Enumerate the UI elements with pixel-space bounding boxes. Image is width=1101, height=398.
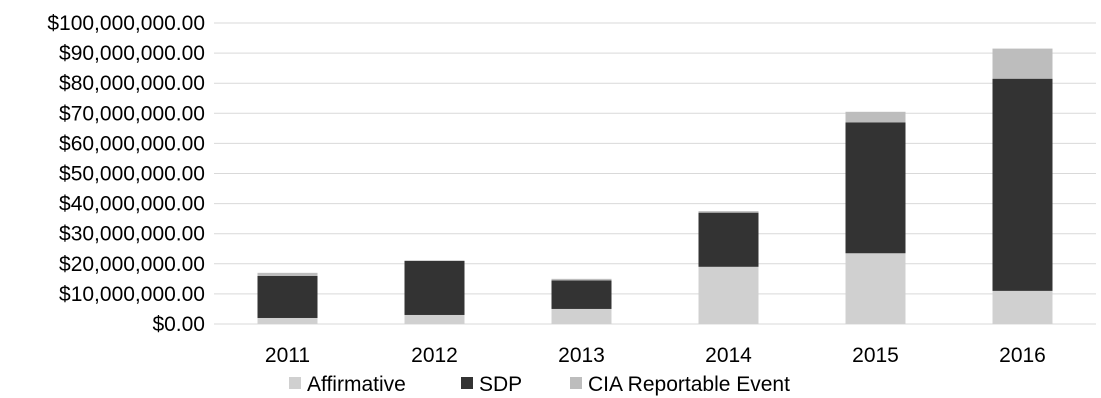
bar-segment-affirmative-2013 — [551, 308, 612, 324]
bar-segment-sdp-2011 — [257, 275, 318, 318]
bar-segment-affirmative-2015 — [845, 253, 906, 324]
y-tick-label: $20,000,000.00 — [59, 253, 205, 276]
bar-segment-sdp-2014 — [698, 212, 759, 267]
bars — [257, 48, 1053, 324]
bar-segment-sdp-2012 — [404, 260, 465, 315]
bar-segment-cia-reportable-event-2011 — [257, 272, 318, 276]
legend: Affirmative SDP CIA Reportable Event — [289, 373, 790, 396]
legend-swatch — [461, 377, 473, 389]
bar-segment-affirmative-2016 — [992, 290, 1053, 324]
x-tick-label: 2014 — [705, 344, 752, 367]
x-tick-label: 2016 — [999, 344, 1046, 367]
y-tick-label: $40,000,000.00 — [59, 193, 205, 216]
bar-segment-sdp-2015 — [845, 122, 906, 254]
gridlines — [214, 22, 1096, 325]
x-tick-label: 2013 — [558, 344, 605, 367]
y-tick-label: $50,000,000.00 — [59, 163, 205, 186]
legend-label: SDP — [479, 373, 522, 396]
x-axis-tick-labels: 2011 2012 2013 2014 2015 2016 — [265, 344, 1046, 367]
bar-segment-affirmative-2011 — [257, 317, 318, 324]
bar-segment-affirmative-2014 — [698, 266, 759, 324]
bar-segment-affirmative-2012 — [404, 314, 465, 324]
bar-segment-sdp-2016 — [992, 78, 1053, 291]
y-tick-label: $0.00 — [152, 313, 205, 336]
bar-segment-cia-reportable-event-2015 — [845, 111, 906, 123]
y-tick-label: $30,000,000.00 — [59, 223, 205, 246]
y-tick-label: $70,000,000.00 — [59, 102, 205, 125]
bar-segment-cia-reportable-event-2013 — [551, 278, 612, 281]
y-tick-label: $100,000,000.00 — [47, 12, 205, 35]
legend-swatch — [570, 377, 582, 389]
y-tick-label: $90,000,000.00 — [59, 42, 205, 65]
bar-segment-sdp-2013 — [551, 280, 612, 309]
legend-label: CIA Reportable Event — [588, 373, 790, 396]
y-tick-label: $60,000,000.00 — [59, 132, 205, 155]
y-tick-label: $80,000,000.00 — [59, 72, 205, 95]
y-tick-label: $10,000,000.00 — [59, 283, 205, 306]
legend-label: Affirmative — [307, 373, 406, 396]
y-axis-tick-labels: $0.00 $10,000,000.00 $20,000,000.00 $30,000… — [47, 12, 205, 336]
x-tick-label: 2015 — [852, 344, 899, 367]
legend-swatch — [289, 377, 301, 389]
bar-segment-cia-reportable-event-2016 — [992, 48, 1053, 79]
x-tick-label: 2011 — [265, 344, 310, 367]
bar-segment-cia-reportable-event-2014 — [698, 211, 759, 213]
x-tick-label: 2012 — [411, 344, 458, 367]
